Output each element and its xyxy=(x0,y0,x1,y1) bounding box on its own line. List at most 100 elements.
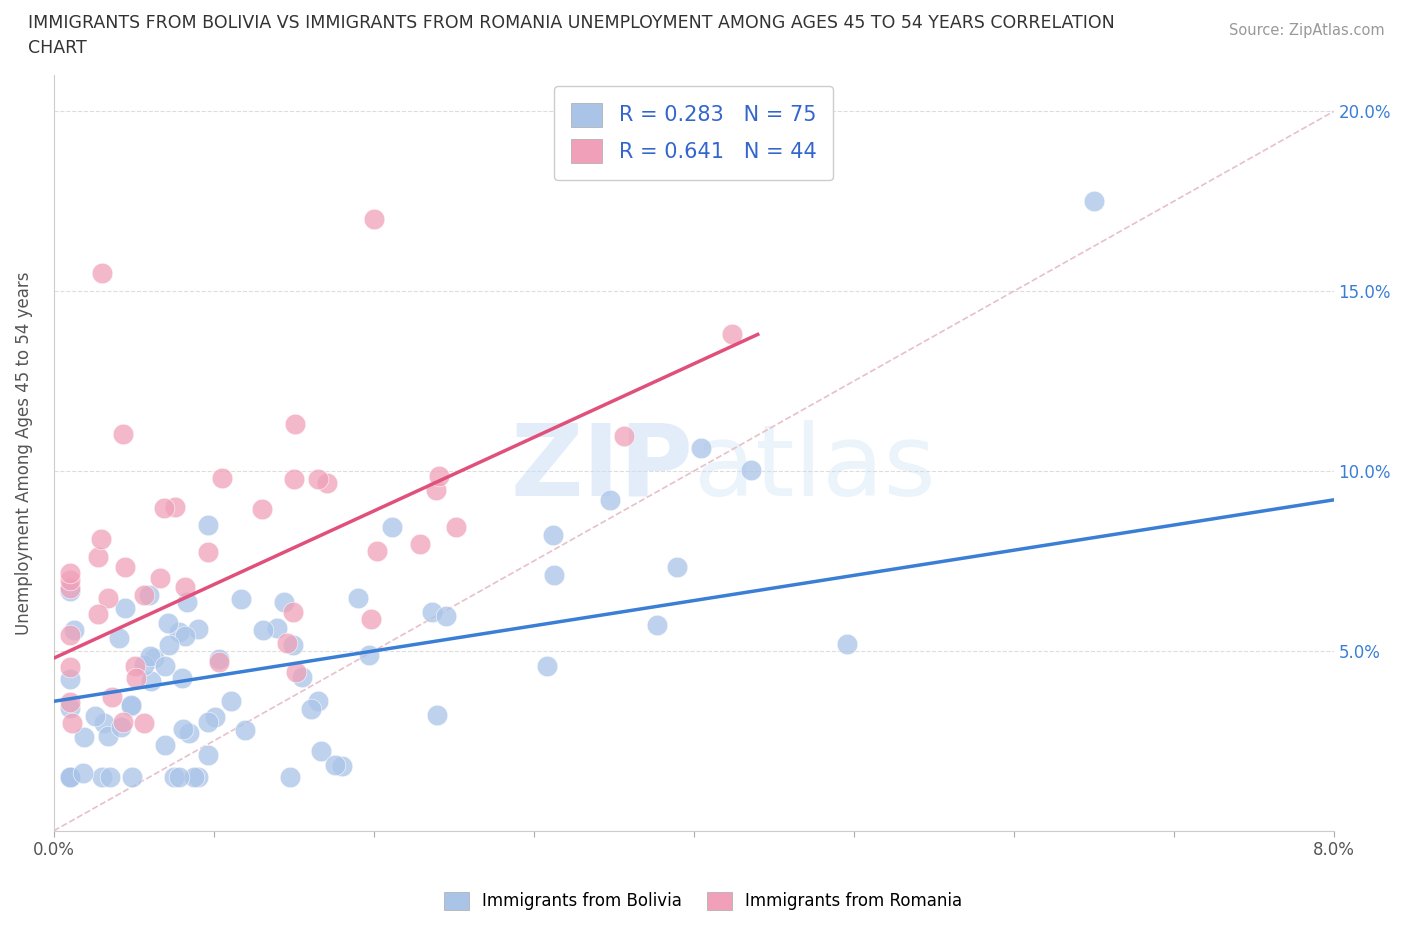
Point xyxy=(360,612,382,627)
Point xyxy=(281,637,304,652)
Point xyxy=(290,669,312,684)
Point xyxy=(740,463,762,478)
Point xyxy=(666,560,689,575)
Point xyxy=(425,482,447,497)
Point xyxy=(541,527,564,542)
Point xyxy=(299,702,322,717)
Point xyxy=(159,638,181,653)
Point xyxy=(59,769,82,784)
Point xyxy=(170,671,193,685)
Point xyxy=(307,693,329,708)
Point xyxy=(110,720,132,735)
Point xyxy=(208,655,231,670)
Point xyxy=(120,698,142,713)
Point xyxy=(284,417,307,432)
Point xyxy=(59,769,82,784)
Point xyxy=(645,618,668,632)
Point xyxy=(434,608,457,623)
Point xyxy=(59,565,82,580)
Point xyxy=(59,660,82,675)
Point xyxy=(837,637,859,652)
Point xyxy=(273,594,295,609)
Point xyxy=(187,769,209,784)
Point xyxy=(114,600,136,615)
Point xyxy=(139,648,162,663)
Point xyxy=(197,747,219,762)
Point xyxy=(366,543,388,558)
Point xyxy=(60,715,83,730)
Point xyxy=(252,622,274,637)
Point xyxy=(316,475,339,490)
Point xyxy=(381,519,404,534)
Point xyxy=(152,500,174,515)
Point xyxy=(229,591,252,606)
Point xyxy=(114,560,136,575)
Point xyxy=(59,769,82,784)
Point xyxy=(112,715,135,730)
Point xyxy=(120,698,142,712)
Point xyxy=(173,579,195,594)
Point xyxy=(278,769,301,784)
Legend: R = 0.283   N = 75, R = 0.641   N = 44: R = 0.283 N = 75, R = 0.641 N = 44 xyxy=(554,86,834,179)
Point xyxy=(420,604,443,619)
Point xyxy=(108,631,131,645)
Point xyxy=(183,769,205,784)
Text: Source: ZipAtlas.com: Source: ZipAtlas.com xyxy=(1229,23,1385,38)
Point xyxy=(59,700,82,715)
Point xyxy=(281,604,304,619)
Point xyxy=(233,723,256,737)
Point xyxy=(427,469,450,484)
Point xyxy=(284,665,307,680)
Point xyxy=(100,689,122,704)
Point xyxy=(163,769,186,784)
Point xyxy=(250,501,273,516)
Point xyxy=(409,537,432,551)
Point xyxy=(125,671,148,685)
Point xyxy=(347,591,370,605)
Point xyxy=(87,606,110,621)
Point xyxy=(177,725,200,740)
Point xyxy=(426,708,449,723)
Point xyxy=(536,658,558,673)
Text: atlas: atlas xyxy=(693,419,935,517)
Point xyxy=(219,694,242,709)
Point xyxy=(197,714,219,729)
Point xyxy=(363,212,385,227)
Legend: Immigrants from Bolivia, Immigrants from Romania: Immigrants from Bolivia, Immigrants from… xyxy=(437,885,969,917)
Point xyxy=(543,567,565,582)
Point xyxy=(87,550,110,565)
Point xyxy=(59,628,82,643)
Point xyxy=(153,738,176,753)
Point xyxy=(721,326,744,341)
Point xyxy=(84,709,107,724)
Point xyxy=(172,722,194,737)
Point xyxy=(155,659,177,674)
Point xyxy=(59,572,82,587)
Point xyxy=(167,624,190,639)
Point xyxy=(204,709,226,724)
Point xyxy=(163,499,186,514)
Point xyxy=(121,769,143,784)
Point xyxy=(138,588,160,603)
Point xyxy=(307,472,329,486)
Point xyxy=(613,429,636,444)
Point xyxy=(211,471,233,485)
Point xyxy=(323,758,346,773)
Point xyxy=(97,729,120,744)
Point xyxy=(309,743,332,758)
Point xyxy=(174,629,197,644)
Point xyxy=(1083,193,1105,208)
Point xyxy=(332,758,354,773)
Point xyxy=(59,671,82,686)
Point xyxy=(90,531,112,546)
Point xyxy=(98,769,121,784)
Point xyxy=(283,472,305,486)
Point xyxy=(266,620,288,635)
Point xyxy=(357,648,380,663)
Y-axis label: Unemployment Among Ages 45 to 54 years: Unemployment Among Ages 45 to 54 years xyxy=(15,272,32,635)
Point xyxy=(444,520,467,535)
Point xyxy=(97,591,120,605)
Point xyxy=(72,729,94,744)
Point xyxy=(93,716,115,731)
Point xyxy=(149,570,172,585)
